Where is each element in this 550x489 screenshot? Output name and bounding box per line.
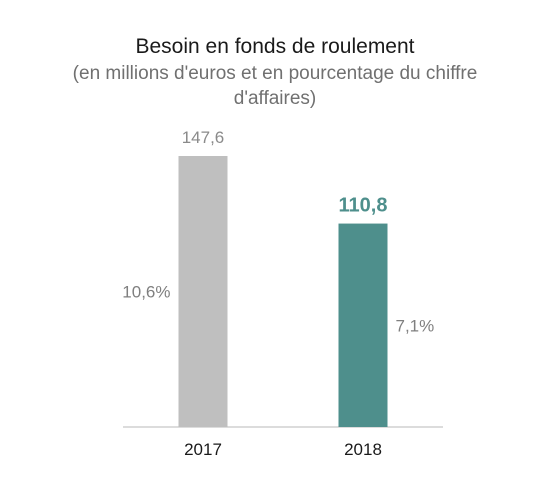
bar-2018 xyxy=(338,223,388,427)
x-tick-label-2017: 2017 xyxy=(184,440,222,459)
value-label-2018: 110,8 xyxy=(339,195,388,217)
x-tick-label-2018: 2018 xyxy=(344,440,382,459)
chart-title: Besoin en fonds de roulement xyxy=(135,35,415,58)
percent-label-2018: 7,1% xyxy=(396,316,435,335)
percent-label-2017: 10,6% xyxy=(122,283,170,302)
value-label-2017: 147,6 xyxy=(182,128,225,147)
bar-2017 xyxy=(178,156,228,427)
chart-subtitle: (en millions d'euros et en pourcentage d… xyxy=(72,63,478,109)
